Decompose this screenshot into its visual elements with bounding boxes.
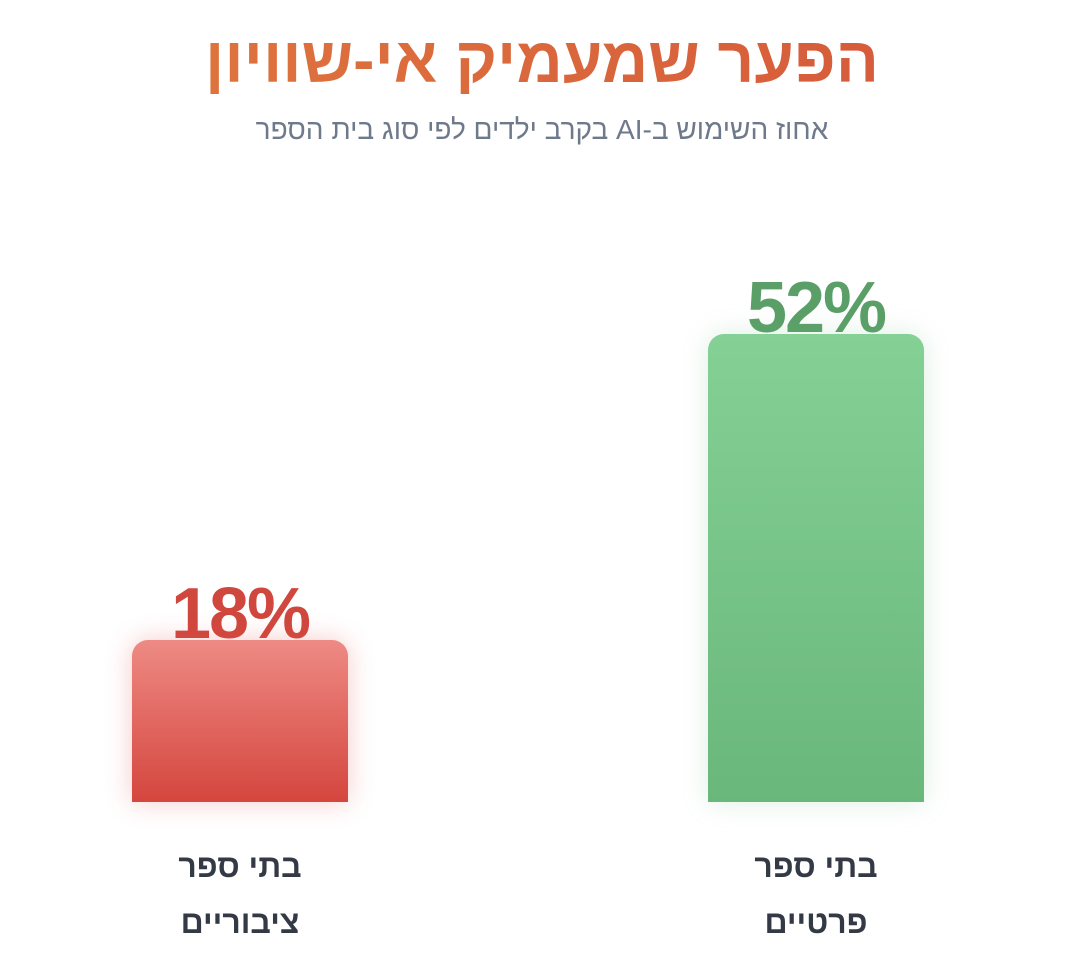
category-label-private-schools: בתי ספר פרטיים (686, 838, 946, 950)
bar-public-schools (132, 640, 348, 802)
category-label-private-line1: בתי ספר (754, 848, 878, 884)
bar-private-schools (708, 334, 924, 802)
value-label-private-schools: 52% (746, 268, 887, 348)
category-label-public-schools: בתי ספר ציבוריים (110, 838, 370, 950)
chart-subtitle: אחוז השימוש ב-AI בקרב ילדים לפי סוג בית … (255, 114, 829, 145)
value-label-public-schools: 18% (170, 574, 311, 654)
category-label-public-line2: ציבוריים (180, 904, 300, 940)
chart-title: הפער שמעמיק אי-שוויון (0, 22, 1084, 98)
category-label-private-line2: פרטיים (764, 904, 868, 940)
category-label-public-line1: בתי ספר (178, 848, 302, 884)
